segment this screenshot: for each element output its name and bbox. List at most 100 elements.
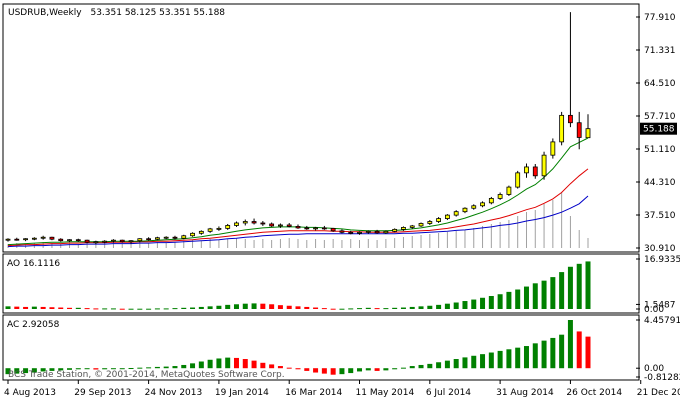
ac-bar — [137, 367, 143, 369]
candle-body — [225, 225, 231, 229]
candle — [515, 170, 521, 189]
candle — [225, 223, 231, 230]
ao-bar — [497, 294, 503, 309]
candle-body — [524, 166, 529, 174]
ao-bar — [102, 308, 108, 310]
candle — [67, 239, 72, 243]
ac-bar — [330, 368, 336, 375]
candle — [480, 201, 485, 208]
time-tick-label: 26 Oct 2014 — [566, 388, 622, 398]
ao-bar — [321, 308, 327, 310]
price-tick-label: 71.331 — [644, 46, 676, 56]
ac-indicator-window[interactable]: 4.45791 0.00-0.81282 AC 2.92058 BCS Trade… — [2, 314, 680, 383]
candle — [190, 232, 195, 237]
time-axis: 4 Aug 2013 29 Sep 2013 24 Nov 2013 19 Jan 2… — [4, 380, 680, 398]
candle — [357, 231, 362, 235]
candle — [374, 229, 380, 234]
candle — [418, 222, 424, 227]
ac-bar — [277, 366, 283, 369]
candle — [198, 230, 204, 235]
candle-body — [383, 230, 389, 234]
candle-body — [568, 114, 573, 124]
ac-bar — [506, 349, 512, 369]
ac-bar — [585, 336, 591, 369]
candle-body — [242, 221, 248, 224]
ac-bar — [357, 368, 363, 372]
ao-label: AO 16.1116 — [7, 259, 60, 269]
ao-bar — [286, 305, 292, 309]
ao-bar — [559, 272, 565, 309]
candle — [84, 239, 90, 244]
ao-bar — [348, 308, 354, 310]
candle — [163, 236, 169, 240]
candle-body — [119, 239, 125, 243]
candle — [172, 235, 178, 240]
candle — [251, 218, 257, 225]
ac-bar — [154, 366, 160, 369]
candle — [242, 219, 248, 226]
candle — [111, 239, 116, 243]
ao-bar — [418, 306, 424, 309]
ema-blue-line — [7, 195, 589, 248]
ao-bar — [339, 308, 345, 310]
candle — [488, 196, 494, 205]
candle — [550, 138, 556, 159]
candle-body — [40, 236, 46, 239]
candle-body — [436, 218, 442, 222]
candle-body — [462, 207, 468, 213]
ac-bar — [409, 366, 415, 369]
ac-bar — [488, 352, 494, 369]
candle-body — [172, 236, 178, 239]
price-window[interactable]: 77.910 71.331 64.510 57.710 51.110 44.310 37.5… — [2, 3, 677, 254]
candle-body — [128, 240, 134, 243]
ao-bar — [225, 304, 231, 309]
candle-body — [365, 230, 371, 233]
candle-body — [532, 166, 538, 177]
candle-body — [313, 227, 318, 230]
candle — [348, 230, 354, 235]
ac-bar — [550, 337, 556, 369]
volume-histogram — [7, 192, 589, 248]
time-tick-label: 4 Aug 2013 — [4, 388, 56, 398]
candle-body — [154, 237, 160, 240]
candle-body — [198, 230, 204, 234]
ao-bar — [84, 308, 90, 310]
candle-body — [444, 214, 450, 219]
ao-bar — [216, 305, 222, 309]
candle — [154, 236, 160, 241]
ao-tick-label: 0.00 — [644, 305, 664, 315]
candle-body — [234, 222, 239, 226]
candle-body — [207, 228, 213, 232]
ao-tick-label: 16.9335 — [644, 255, 680, 265]
ac-bar — [418, 364, 424, 369]
symbol-label: USDRUB,Weekly — [8, 8, 82, 18]
candle-body — [295, 226, 301, 229]
candle-body — [401, 227, 406, 230]
ao-bar — [49, 307, 55, 309]
candlesticks — [5, 12, 591, 245]
candle-body — [58, 238, 64, 242]
ac-bar — [102, 368, 108, 370]
ao-bar — [198, 306, 204, 309]
ao-bar — [409, 306, 415, 309]
ac-bar — [190, 363, 196, 369]
candle — [427, 220, 433, 225]
candle — [506, 185, 512, 196]
chart-header: USDRUB,Weekly 53.351 58.125 53.351 55.18… — [8, 8, 225, 18]
ac-bar — [216, 358, 222, 369]
ac-bar — [14, 368, 20, 374]
time-tick-label: 29 Sep 2013 — [74, 388, 131, 398]
candle — [119, 239, 125, 243]
candle — [453, 210, 459, 217]
ac-bar — [84, 368, 90, 370]
ao-bar — [523, 286, 529, 309]
price-tick-label: 37.510 — [644, 211, 676, 221]
candle — [128, 240, 134, 244]
time-tick-label: 21 Dec 2014 — [637, 388, 680, 398]
ao-bar — [313, 307, 319, 309]
ac-bar — [541, 340, 547, 369]
candle-body — [348, 231, 354, 234]
candle — [330, 227, 336, 232]
ac-bar — [321, 368, 327, 374]
